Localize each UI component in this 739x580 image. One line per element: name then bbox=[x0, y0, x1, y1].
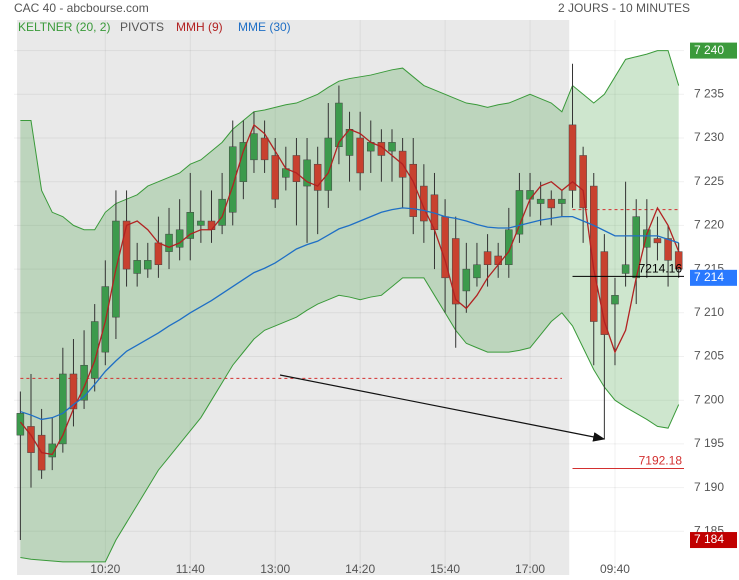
legend-pivots: PIVOTS bbox=[120, 20, 164, 34]
y-tick-label: 7 210 bbox=[694, 305, 724, 319]
candle-body bbox=[600, 251, 609, 335]
candle-body bbox=[165, 233, 173, 252]
x-tick-label: 14:20 bbox=[345, 562, 375, 576]
legend-mme: MME (30) bbox=[238, 20, 291, 34]
keltner-lower bbox=[20, 277, 680, 563]
y-tick-label: 7 220 bbox=[694, 218, 724, 232]
candle-body bbox=[473, 264, 481, 279]
candle-body bbox=[292, 155, 301, 182]
axis-badge bbox=[690, 532, 737, 549]
candle-body bbox=[239, 142, 248, 182]
candle-body bbox=[27, 426, 35, 453]
candle-body bbox=[186, 212, 195, 239]
candle-body bbox=[48, 443, 56, 458]
candle-body bbox=[144, 260, 152, 270]
candle-body bbox=[260, 137, 269, 161]
candle-body bbox=[207, 220, 216, 231]
candle-body bbox=[388, 142, 396, 152]
axis-badge-label: 7 240 bbox=[694, 43, 724, 57]
candle-body bbox=[643, 229, 651, 248]
keltner-band bbox=[20, 50, 679, 562]
candle-body bbox=[303, 159, 311, 187]
candle-body bbox=[621, 264, 630, 274]
x-tick-label: 13:00 bbox=[260, 562, 290, 576]
candle-body bbox=[16, 413, 25, 436]
candle-body bbox=[558, 198, 566, 204]
candle-body bbox=[483, 251, 492, 265]
candle-body bbox=[462, 268, 471, 292]
legend-keltner: KELTNER (20, 2) bbox=[18, 20, 110, 34]
axis-badge-label: 7 214 bbox=[694, 270, 724, 284]
y-tick-label: 7 235 bbox=[694, 86, 724, 100]
axis-badge bbox=[690, 269, 737, 286]
candle-body bbox=[664, 238, 672, 261]
y-tick-label: 7 200 bbox=[694, 392, 724, 406]
chart-subtitle: 2 JOURS - 10 MINUTES bbox=[558, 1, 690, 15]
candle-body bbox=[154, 242, 163, 265]
chart-title: CAC 40 - abcbourse.com bbox=[14, 1, 149, 15]
candle-body bbox=[250, 133, 258, 161]
candle-body bbox=[653, 238, 662, 244]
candle-body bbox=[611, 295, 619, 305]
candle-body bbox=[526, 190, 534, 200]
candle-body bbox=[133, 260, 141, 274]
candle-body bbox=[218, 198, 226, 226]
moving-average bbox=[20, 207, 679, 421]
legend-mmh: MMH (9) bbox=[176, 20, 223, 34]
price-marker-label: 7192.18 bbox=[639, 454, 683, 468]
candle-body bbox=[271, 155, 279, 200]
y-tick-label: 7 190 bbox=[694, 480, 724, 494]
x-tick-label: 10:20 bbox=[90, 562, 120, 576]
candle-body bbox=[356, 137, 364, 174]
arrow bbox=[279, 374, 606, 442]
candle-body bbox=[589, 185, 598, 322]
moving-average bbox=[19, 123, 680, 456]
candle-body bbox=[494, 255, 502, 265]
candle-body bbox=[579, 155, 587, 209]
candle-body bbox=[515, 190, 524, 235]
axis-badge-label: 7 184 bbox=[694, 532, 724, 546]
y-tick-label: 7 195 bbox=[694, 436, 724, 450]
y-tick-label: 7 230 bbox=[694, 130, 724, 144]
candle-body bbox=[451, 238, 460, 305]
candle-body bbox=[505, 229, 513, 265]
candle-body bbox=[228, 146, 237, 213]
candle-body bbox=[80, 364, 88, 401]
candle-body bbox=[420, 185, 428, 222]
x-tick-label: 15:40 bbox=[430, 562, 460, 576]
candle-body bbox=[536, 198, 545, 204]
candle-body bbox=[175, 229, 184, 248]
session-background bbox=[17, 20, 570, 575]
candle-body bbox=[197, 220, 205, 226]
price-marker-label: 7214.16 bbox=[639, 262, 683, 276]
candle-body bbox=[313, 163, 322, 191]
y-tick-label: 7 205 bbox=[694, 349, 724, 363]
candle-body bbox=[59, 373, 67, 445]
x-tick-label: 17:00 bbox=[515, 562, 545, 576]
axis-badge bbox=[690, 42, 737, 59]
candle-body bbox=[335, 102, 343, 147]
keltner-upper bbox=[20, 50, 680, 231]
candle-body bbox=[568, 124, 577, 191]
y-tick-label: 7 225 bbox=[694, 174, 724, 188]
candle-body bbox=[547, 198, 556, 209]
candle-body bbox=[122, 220, 131, 270]
x-tick-label: 09:40 bbox=[600, 562, 630, 576]
x-tick-label: 11:40 bbox=[176, 562, 205, 576]
